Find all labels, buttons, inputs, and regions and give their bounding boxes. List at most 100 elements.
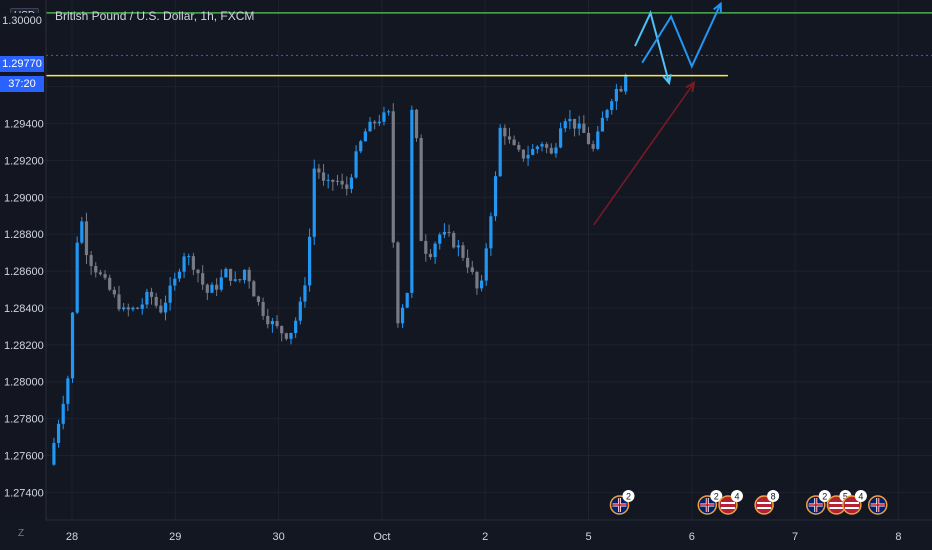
candle-body [489,216,493,249]
arrow-head [685,81,696,93]
candle-body [154,296,158,306]
candle-body [122,307,126,310]
event-count-label: 4 [858,492,863,502]
symbol-title[interactable]: British Pound / U.S. Dollar, 1h, FXCM [55,9,255,23]
drawings-layer [593,1,722,226]
candle-body [405,292,409,308]
candle-body [163,302,168,313]
candles-layer [52,73,628,466]
price-tick-label: 1.27400 [4,487,44,499]
candle-body [428,253,433,258]
candle-body [452,232,456,248]
us-flag-icon [718,495,738,515]
candle-body [368,121,372,132]
candle-body [196,269,200,274]
us-flag-icon [842,495,862,515]
candle-body [396,242,400,324]
event-count-label: 8 [771,492,776,502]
candle-body [233,279,237,281]
trend-line-drawing [593,82,695,226]
candle-body [98,272,103,275]
candle-body [56,423,61,443]
candle-body [521,149,526,159]
event-count-badge [767,490,780,502]
candle-body [438,234,442,244]
price-tick-label: 1.28600 [4,266,44,278]
candle-body [507,136,512,140]
candle-body [410,109,414,293]
candle-body [591,144,595,149]
candle-body [256,296,261,302]
candle-body [559,128,563,148]
candle-body [466,257,470,268]
price-tick-label: 1.29200 [4,155,44,167]
candle-body [103,274,107,278]
horizontal-lines-layer [46,12,932,77]
candle-body [572,118,577,129]
candle-body [373,121,377,124]
zoom-toggle-button[interactable]: Z [18,528,25,539]
candle-body [447,231,451,233]
candle-body [168,285,172,303]
candle-body [303,285,307,302]
candle-body [335,180,340,182]
candle-body [317,168,321,173]
event-count-label: 4 [734,492,739,502]
candle-body [173,278,177,286]
candle-body [94,266,98,273]
time-tick-label: 5 [585,531,591,543]
candle-body [284,333,288,339]
candle-body [484,248,488,281]
candle-body [512,139,516,145]
candle-body [586,132,591,145]
candle-body [363,131,367,142]
candle-body [433,243,437,258]
candle-body [219,277,223,290]
candle-body [307,236,312,286]
candle-body [145,291,149,305]
candle-body [549,147,553,154]
event-count-label: 2 [714,492,719,502]
candle-body [582,123,586,133]
candle-body [108,277,112,290]
flag-stripe [844,507,859,509]
flag-stripe [829,507,844,509]
candle-body [619,88,623,92]
price-tick-label: 1.27800 [4,414,44,426]
arrow-head [713,1,722,13]
candle-body [345,184,349,189]
candle-body [456,245,460,248]
candle-body [191,256,195,270]
candle-body [187,256,191,258]
time-tick-label: 30 [272,531,284,543]
candle-body [247,269,251,282]
candle-body [205,284,209,293]
candle-body [359,141,363,152]
candle-body [400,307,405,324]
candle-body [614,88,618,102]
candle-body [135,307,140,309]
candle-body [66,378,70,404]
time-axis-area[interactable] [46,520,932,550]
candle-body [610,101,614,110]
candle-body [261,301,265,316]
flag-stripe [720,507,735,509]
candle-body [354,151,358,178]
flag-stripe [757,507,772,509]
time-axis-labels: 28 29 30 Oct 2 5 6 7 8 [66,531,902,543]
candle-body [517,144,521,150]
time-tick-label: 8 [895,531,901,543]
candle-body [419,138,423,241]
candle-body [493,176,498,217]
candle-body [326,179,330,181]
current-price-badge: 1.29770 [0,56,44,72]
time-tick-label: 6 [689,531,695,543]
arrow-head [662,73,672,86]
candle-body [112,289,116,295]
candle-body [470,267,474,273]
candle-body [568,118,572,122]
candle-body [498,127,502,177]
